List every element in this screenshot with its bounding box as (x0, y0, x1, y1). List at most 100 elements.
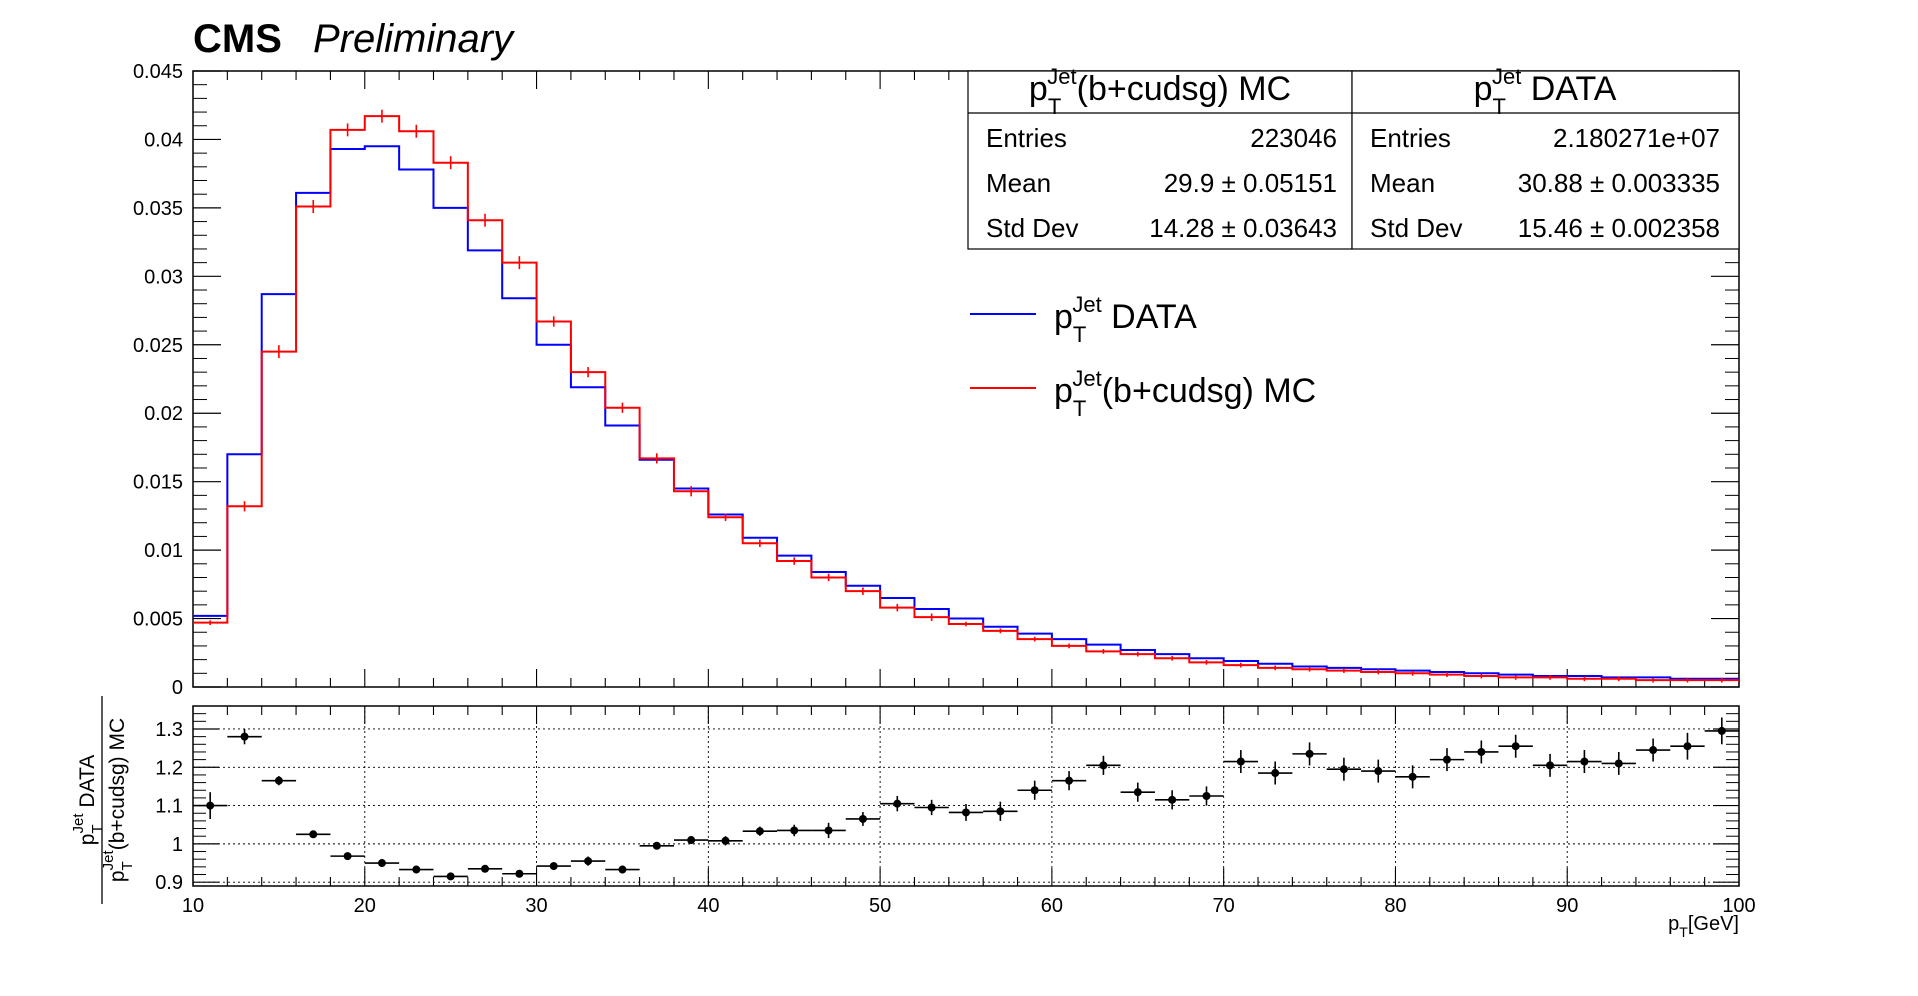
ratio-point (1258, 761, 1293, 785)
ratio-point (1017, 780, 1052, 800)
ratio-marker (240, 732, 249, 741)
ratio-marker (1305, 749, 1314, 758)
ratio-point (1223, 750, 1259, 774)
x-axis-title: pT[GeV] (1668, 913, 1739, 940)
x-tick-label: 70 (1213, 895, 1235, 917)
ratio-marker (824, 826, 833, 835)
preliminary-label: Preliminary (313, 17, 516, 61)
x-tick-label: 50 (869, 895, 891, 917)
ratio-marker (962, 808, 970, 817)
stats-mc-row-value: 29.9 ± 0.05151 (1164, 168, 1337, 198)
ratio-marker (1442, 755, 1451, 764)
y-tick-label: 0.005 (133, 609, 183, 631)
ratio-marker (1717, 726, 1726, 735)
ratio-point (261, 776, 297, 786)
ratio-marker (1339, 765, 1348, 774)
ratio-point (1154, 790, 1190, 810)
ratio-marker (412, 865, 421, 874)
ratio-y-axis: 0.9 1 1.1 1.2 1.3 (155, 713, 1739, 894)
ratio-marker (1477, 747, 1486, 756)
y-axis-denominator: pTJet(b+cudsg) MC (100, 718, 136, 882)
ratio-point (433, 872, 468, 881)
ratio-point (1361, 759, 1396, 783)
ratio-point (1601, 751, 1636, 775)
stats-mc-row-label: Mean (986, 168, 1051, 198)
ratio-point (605, 865, 640, 874)
ratio-marker (687, 836, 696, 845)
ratio-point (1532, 753, 1568, 777)
ratio-marker (858, 814, 867, 823)
ratio-marker (446, 872, 455, 881)
ratio-marker (1065, 776, 1074, 785)
ratio-point (1326, 757, 1362, 781)
ratio-marker (481, 864, 490, 873)
ratio-point (227, 728, 262, 745)
stats-data-box (1351, 70, 1740, 250)
ratio-y-tick-label: 0.9 (155, 872, 183, 894)
x-tick-label: 40 (697, 895, 719, 917)
main-y-axis: 0 0.005 0.01 0.015 0.02 0.025 0.03 0.035 0.04 0.0… (133, 61, 1739, 699)
main-series (193, 109, 1739, 683)
ratio-marker (515, 869, 524, 878)
ratio-y-tick-label: 1.1 (155, 796, 183, 818)
y-axis-title: pTJet DATA pTJet(b+cudsg) MC (70, 696, 136, 904)
y-tick-label: 0.015 (133, 472, 183, 494)
ratio-point (364, 859, 400, 868)
ratio-marker (790, 826, 799, 835)
ratio-marker (1511, 742, 1520, 751)
ratio-point (296, 830, 331, 839)
ratio-marker (309, 830, 318, 839)
stats-mc-row-value: 14.28 ± 0.03643 (1149, 213, 1337, 243)
ratio-point (1635, 738, 1671, 762)
ratio-point (983, 801, 1018, 821)
ratio-point (777, 824, 812, 837)
y-tick-label: 0.035 (133, 198, 183, 220)
y-tick-label: 0.01 (144, 540, 183, 562)
ratio-point (1704, 717, 1739, 745)
main-frame (192, 70, 1740, 688)
ratio-y-tick-label: 1 (172, 834, 183, 856)
stats-mc: pTJet(b+cudsg) MC Entries 223046 Mean 29… (967, 64, 1353, 250)
ratio-x-axis: 10 20 30 40 50 60 70 80 90 100 (182, 706, 1756, 917)
stats-data-title: pTJet DATA (1474, 64, 1617, 119)
ratio-marker (377, 859, 386, 868)
x-tick-label: 100 (1722, 895, 1755, 917)
ratio-point (1498, 734, 1533, 758)
stats-mc-row-label: Entries (986, 123, 1067, 153)
ratio-marker (721, 836, 730, 845)
ratio-marker (1374, 767, 1383, 776)
ratio-marker (1683, 742, 1692, 751)
y-axis-numerator: pTJet DATA (70, 755, 106, 846)
ratio-point (708, 836, 743, 846)
ratio-grid (193, 706, 1739, 886)
ratio-marker (1030, 786, 1039, 795)
cms-label: CMS (193, 17, 282, 61)
ratio-marker (927, 803, 936, 812)
stats-data-row-label: Std Dev (1370, 213, 1463, 243)
ratio-marker (755, 827, 764, 836)
data-histogram-line (193, 145, 1739, 680)
stats-data-row-value: 30.88 ± 0.003335 (1518, 168, 1720, 198)
ratio-point (330, 852, 365, 861)
stats-mc-title: pTJet(b+cudsg) MC (1029, 64, 1291, 119)
ratio-point (399, 865, 434, 874)
ratio-marker (1236, 757, 1245, 766)
ratio-point (914, 799, 949, 816)
ratio-point (1395, 765, 1430, 789)
ratio-marker (1580, 757, 1589, 766)
ratio-panel: 0.9 1 1.1 1.2 1.3 10 20 30 40 50 60 70 80 90 100 pT[G… (70, 696, 1756, 940)
x-tick-label: 30 (525, 895, 547, 917)
ratio-marker (584, 857, 593, 866)
x-tick-label: 10 (182, 895, 204, 917)
ratio-point (1051, 771, 1087, 791)
ratio-marker (1649, 746, 1658, 755)
ratio-point (467, 864, 503, 873)
ratio-point (570, 856, 606, 866)
stats-data-row-label: Mean (1370, 168, 1435, 198)
legend-label-data: pTJet DATA (1054, 292, 1197, 347)
ratio-marker (1202, 792, 1211, 800)
ratio-marker (1614, 759, 1623, 768)
ratio-frame (192, 705, 1740, 887)
ratio-marker (618, 865, 627, 874)
